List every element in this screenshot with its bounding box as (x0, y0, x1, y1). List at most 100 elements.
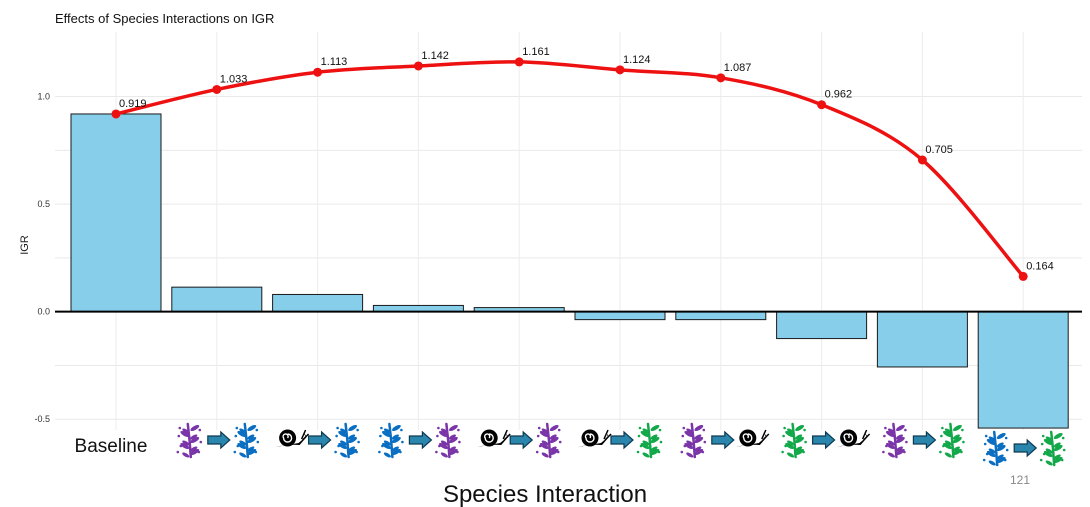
shell-spiral (742, 433, 753, 443)
leaf (391, 436, 401, 444)
dot (235, 426, 239, 430)
y-tick-label: 0.0 (37, 307, 50, 317)
dot (536, 434, 540, 438)
leaf (942, 430, 952, 438)
leaf (338, 430, 348, 438)
leaf (448, 436, 458, 444)
chart-title: Effects of Species Interactions on IGR (55, 11, 274, 26)
leaf (1053, 442, 1061, 448)
leaf (340, 440, 348, 446)
leaf (182, 452, 190, 458)
leaf (996, 444, 1006, 452)
leaf (988, 448, 996, 454)
bar (776, 311, 868, 340)
leaf (988, 436, 996, 442)
arrow-icon (711, 430, 735, 450)
dot (535, 450, 539, 454)
line-data-label: 0.962 (825, 89, 853, 101)
leaf (944, 452, 952, 458)
shell-spiral (843, 433, 854, 443)
dot (457, 428, 460, 432)
leaf (952, 446, 960, 452)
bar (272, 293, 364, 313)
dot (905, 440, 908, 444)
leaf (1053, 456, 1063, 464)
leaf (247, 424, 257, 432)
dot (941, 426, 944, 430)
dot (982, 458, 986, 462)
line-data-label: 0.705 (925, 144, 953, 156)
leaf (642, 440, 650, 446)
leaf (887, 452, 895, 458)
antenna (300, 429, 307, 440)
leaf (996, 432, 1006, 440)
leaf (549, 448, 559, 456)
dot (960, 450, 963, 454)
dot (1040, 442, 1044, 446)
leaf (996, 454, 1004, 460)
leaf (190, 434, 198, 440)
dot (962, 440, 965, 444)
y-tick-label: 1.0 (37, 92, 50, 102)
snail-body (836, 432, 868, 447)
dot (1042, 452, 1046, 456)
arrow-icon (408, 430, 433, 450)
dot (233, 450, 237, 454)
leaf (1045, 460, 1053, 466)
leaf (640, 430, 650, 438)
shell-spiral (584, 433, 595, 443)
leaf (539, 430, 549, 438)
leaf (895, 448, 905, 456)
stem (344, 422, 350, 459)
leaf (190, 436, 200, 444)
x-axis-label: Species Interaction (443, 481, 647, 507)
line-point (1018, 271, 1028, 281)
leaf (986, 450, 996, 458)
dot (961, 428, 964, 432)
leaf (694, 424, 704, 432)
dot (401, 440, 404, 444)
dot (1005, 448, 1009, 452)
leaf (694, 436, 704, 444)
leaf (549, 436, 559, 444)
line-data-label: 1.033 (220, 73, 248, 85)
dot (804, 440, 807, 444)
antenna (604, 433, 612, 441)
dot (334, 450, 337, 454)
blue-plant-icon (378, 422, 404, 459)
igr-line-series: 0.919 1.033 1.113 1.142 1.161 1.124 1.087 0.962… (111, 46, 1054, 281)
leaf (686, 428, 694, 434)
leaf (383, 452, 391, 458)
dot (236, 444, 240, 448)
dot (659, 440, 663, 444)
dot (784, 444, 787, 448)
arrow-icon (308, 430, 332, 450)
shell-spiral (282, 433, 293, 443)
leaf (684, 442, 694, 450)
x-categories: Baseline (75, 422, 1066, 467)
dot (537, 426, 541, 430)
leaf (391, 446, 399, 452)
leaf (340, 452, 348, 458)
leaf (895, 446, 903, 452)
stem (949, 422, 955, 459)
dot (400, 428, 403, 432)
leaf (795, 448, 805, 456)
leaf (988, 460, 996, 466)
dot (255, 428, 259, 432)
arrow-icon (610, 430, 634, 450)
dot (399, 450, 402, 454)
leaf (190, 424, 200, 432)
leaf (448, 434, 456, 440)
line-point (514, 57, 524, 67)
bars (70, 113, 1069, 429)
green-plant-icon (1039, 430, 1066, 467)
dot (337, 444, 340, 448)
leaf (785, 430, 795, 438)
leaf (383, 428, 391, 434)
dot (254, 450, 258, 454)
leaf (239, 440, 247, 446)
dot (639, 444, 643, 448)
leaf (541, 440, 549, 446)
dot (378, 450, 381, 454)
